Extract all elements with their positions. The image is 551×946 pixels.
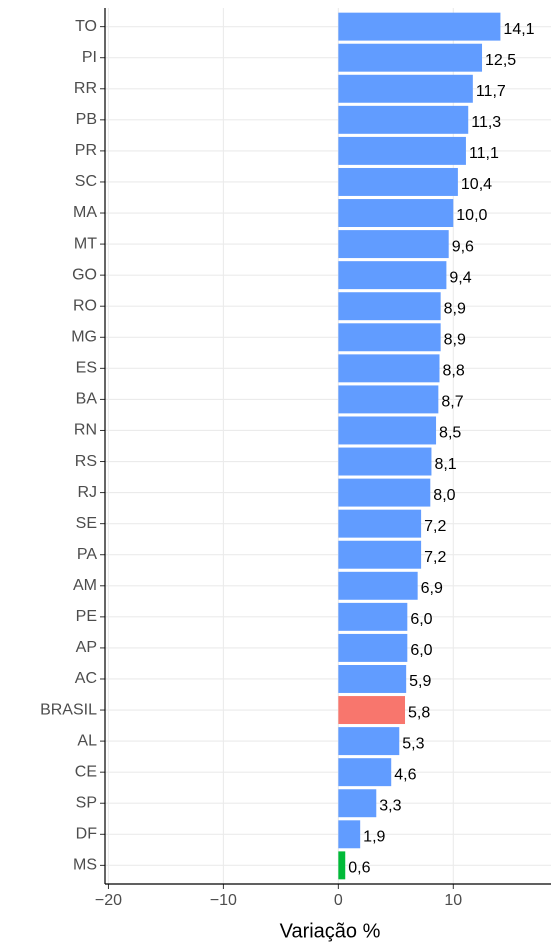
value-label: 8,9 <box>444 331 466 348</box>
bar <box>338 354 440 383</box>
y-tick-label: SC <box>75 173 97 190</box>
value-label: 6,0 <box>410 611 432 628</box>
value-label: 5,3 <box>402 735 424 752</box>
bar <box>338 758 392 787</box>
value-label: 4,6 <box>394 766 416 783</box>
y-tick-label: MS <box>73 857 97 874</box>
y-tick-label: RN <box>74 422 97 439</box>
value-label: 6,0 <box>410 642 432 659</box>
bar <box>338 416 437 445</box>
y-tick-label: RO <box>73 297 97 314</box>
y-tick-label: PR <box>75 142 97 159</box>
x-tick-label: −10 <box>210 892 237 909</box>
bar <box>338 230 449 259</box>
bar <box>338 43 483 72</box>
bar <box>338 385 439 414</box>
value-label: 11,1 <box>469 145 499 162</box>
value-label: 3,3 <box>379 797 401 814</box>
x-tick-label: 10 <box>444 892 462 909</box>
y-tick-label: BA <box>76 391 98 408</box>
value-label: 8,0 <box>433 487 455 504</box>
y-tick-label: PI <box>82 49 97 66</box>
y-tick-label: RJ <box>77 484 97 501</box>
value-label: 11,7 <box>476 83 506 100</box>
bar <box>338 820 361 849</box>
y-tick-label: SE <box>76 515 97 532</box>
value-label: 10,0 <box>456 207 487 224</box>
y-tick-label: MT <box>74 235 97 252</box>
y-tick-label: MG <box>71 328 97 345</box>
y-tick-label: AP <box>76 639 97 656</box>
y-tick-label: GO <box>72 266 97 283</box>
bar <box>338 74 473 103</box>
x-tick-label: 0 <box>334 892 343 909</box>
value-label: 9,6 <box>452 238 474 255</box>
y-tick-label: BRASIL <box>40 701 97 718</box>
bar <box>338 727 400 756</box>
bar <box>338 851 346 880</box>
value-label: 6,9 <box>421 580 443 597</box>
value-label: 8,9 <box>444 300 466 317</box>
y-tick-label: PB <box>76 111 97 128</box>
bar <box>338 105 469 134</box>
x-tick-label: −20 <box>95 892 122 909</box>
bar <box>338 447 432 476</box>
y-tick-label: MA <box>73 204 97 221</box>
value-label: 5,9 <box>409 673 431 690</box>
bar <box>338 789 377 818</box>
value-label: 10,4 <box>461 176 492 193</box>
bar <box>338 323 441 352</box>
value-label: 7,2 <box>424 549 446 566</box>
value-label: 12,5 <box>485 52 516 69</box>
y-tick-label: ES <box>76 360 97 377</box>
y-tick-label: AC <box>75 670 97 687</box>
bar <box>338 665 407 693</box>
bar <box>338 571 418 600</box>
value-label: 5,8 <box>408 704 430 721</box>
y-tick-label: RS <box>75 453 97 470</box>
bar <box>338 509 422 538</box>
bar <box>338 602 408 631</box>
bar <box>338 167 458 196</box>
bar <box>338 136 466 165</box>
bar <box>338 12 501 41</box>
y-tick-label: AM <box>73 577 97 594</box>
y-tick-label: SP <box>76 794 97 811</box>
value-label: 8,5 <box>439 425 461 442</box>
bar <box>338 292 441 321</box>
bar <box>338 633 408 662</box>
bar <box>338 261 447 290</box>
y-tick-label: PE <box>76 608 97 625</box>
value-label: 0,6 <box>348 860 370 877</box>
value-label: 1,9 <box>363 829 385 846</box>
y-tick-label: DF <box>76 826 98 843</box>
value-label: 7,2 <box>424 518 446 535</box>
y-tick-label: TO <box>75 18 97 35</box>
value-label: 9,4 <box>449 269 471 286</box>
bar <box>338 540 422 569</box>
value-label: 11,3 <box>471 114 501 131</box>
x-axis-title: Variação % <box>280 920 381 942</box>
bar <box>338 199 454 227</box>
y-tick-label: PA <box>77 546 97 563</box>
y-tick-label: AL <box>77 732 97 749</box>
value-label: 8,7 <box>441 394 463 411</box>
bar <box>338 478 431 507</box>
y-tick-label: RR <box>74 80 97 97</box>
bar <box>338 696 406 725</box>
value-label: 8,8 <box>443 363 465 380</box>
y-tick-label: CE <box>75 763 97 780</box>
value-label: 8,1 <box>434 456 456 473</box>
value-label: 14,1 <box>503 21 534 38</box>
